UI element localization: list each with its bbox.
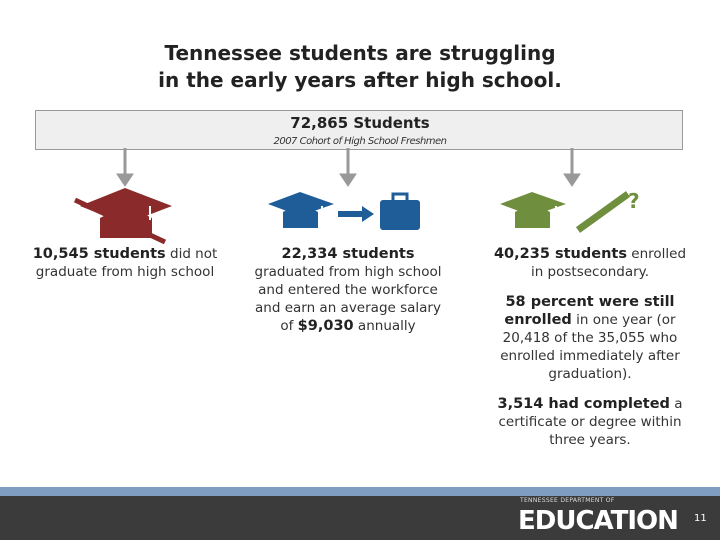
text-column: 22,334 students graduated from high scho… [248, 245, 448, 347]
title-line: Tennessee students are struggling [164, 41, 556, 65]
footer-strip [0, 487, 720, 496]
text-run: 58 percent were still enrolled [504, 294, 675, 328]
cap-icon-red [73, 188, 172, 245]
paragraph: 3,514 had completed a certificate or deg… [490, 395, 690, 449]
text-run: 40,235 students [493, 246, 627, 262]
text-run: 22,334 students [281, 246, 415, 262]
text-run: a certificate or degree within three yea… [498, 396, 683, 448]
text-run: did not graduate from high school [35, 246, 218, 280]
text-run: in one year (or 20,418 of the 35,055 who… [500, 312, 680, 382]
cap-icon-blue [268, 192, 420, 230]
cap-icon-green: ? [500, 189, 640, 233]
paragraph: 40,235 students enrolled in postsecondar… [490, 245, 690, 281]
text-column: 40,235 students enrolled in postsecondar… [490, 245, 690, 461]
text-run: 10,545 students [32, 246, 166, 262]
paragraph: 58 percent were still enrolled in one ye… [490, 293, 690, 383]
footer [0, 496, 720, 540]
text-run: enrolled in postsecondary. [530, 246, 687, 280]
slide-title: Tennessee students are struggling in the… [0, 40, 720, 94]
cohort-count: 72,865 Students [290, 114, 430, 132]
text-column: 10,545 students did not graduate from hi… [25, 245, 225, 293]
text-run: graduated from high school and entered t… [254, 264, 442, 334]
text-run: 3,514 had completed [497, 396, 670, 412]
icons: ? [73, 148, 640, 245]
page-number: 11 [694, 513, 707, 524]
text-run: $9,030 [297, 318, 354, 334]
cohort-label: 2007 Cohort of High School Freshmen [273, 136, 447, 147]
text-run: annually [353, 318, 416, 334]
footer-agency: EDUCATION [518, 506, 679, 536]
arrows [116, 148, 581, 187]
title-line: in the early years after high school. [158, 68, 562, 92]
question-mark: ? [628, 189, 640, 213]
footer-department: TENNESSEE DEPARTMENT OF [520, 497, 615, 504]
cohort-box [35, 110, 683, 150]
paragraph: 22,334 students graduated from high scho… [248, 245, 448, 335]
paragraph: 10,545 students did not graduate from hi… [25, 245, 225, 281]
